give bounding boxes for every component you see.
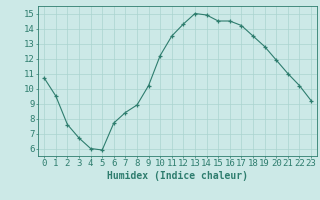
X-axis label: Humidex (Indice chaleur): Humidex (Indice chaleur) (107, 171, 248, 181)
